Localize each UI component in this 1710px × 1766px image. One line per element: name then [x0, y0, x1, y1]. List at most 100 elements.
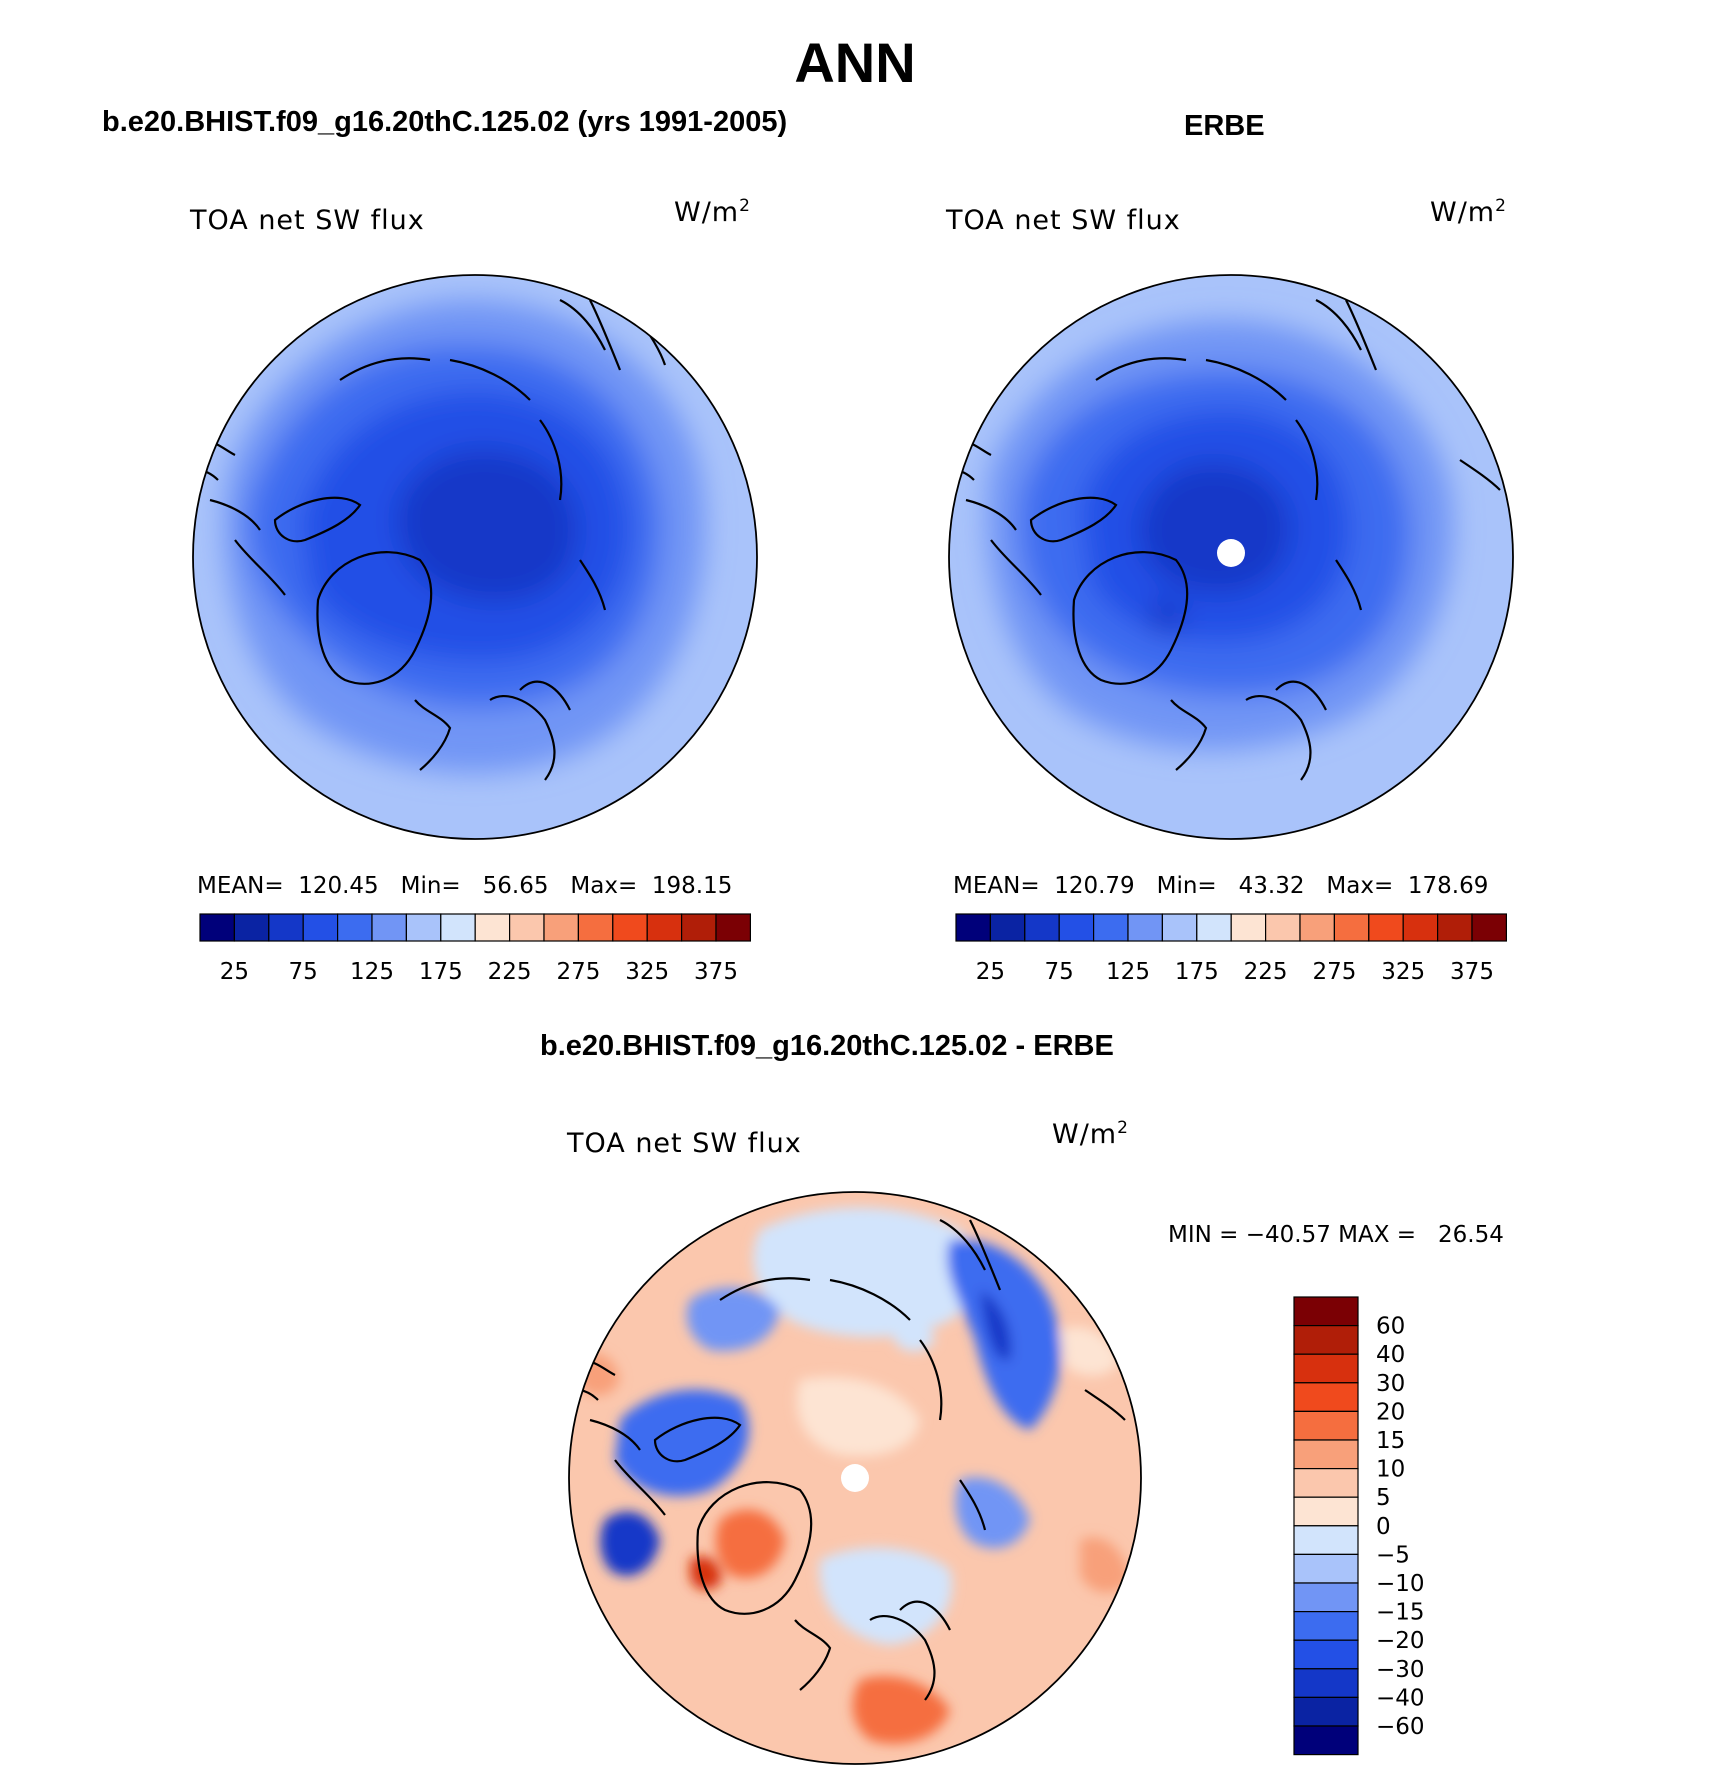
colorbar-tick-label: 25	[220, 959, 249, 985]
colorbar-swatch	[199, 913, 236, 942]
panel-1-stats: MEAN= 120.45 Min= 56.65 Max= 198.15	[197, 873, 733, 899]
colorbar-swatch	[543, 913, 580, 942]
colorbar-swatch	[1333, 913, 1370, 942]
colorbar-swatch	[955, 913, 992, 942]
colorbar-swatch	[440, 913, 476, 942]
colorbar-tick-label: 75	[289, 959, 318, 985]
colorbar-tick-label: 125	[1106, 959, 1150, 985]
colorbar-swatch	[1293, 1525, 1359, 1556]
colorbar-swatch	[612, 913, 648, 942]
colorbar-swatch	[1368, 913, 1404, 942]
colorbar-swatch	[1437, 913, 1473, 942]
colorbar-tick-label: 30	[1376, 1371, 1405, 1397]
colorbar-swatch	[1293, 1439, 1359, 1470]
colorbar-tick-label: 375	[1450, 959, 1494, 985]
colorbar-tick-label: 175	[419, 959, 463, 985]
panel-1-units: W/m2	[674, 196, 751, 228]
colorbar-swatch	[681, 913, 717, 942]
colorbar-swatch	[1293, 1382, 1359, 1413]
colorbar-swatch	[405, 913, 442, 942]
colorbar-tick-label: 125	[350, 959, 394, 985]
colorbar-swatch	[1293, 1639, 1359, 1670]
coastlines	[193, 299, 667, 781]
pole-missing-data	[1217, 539, 1245, 567]
panel-3-variable: TOA net SW flux	[567, 1128, 802, 1159]
colorbar-tick-label: −40	[1376, 1685, 1425, 1711]
colorbar-tick-label: 25	[976, 959, 1005, 985]
colorbar-tick-label: 225	[488, 959, 532, 985]
colorbar-swatch	[646, 913, 683, 942]
colorbar-swatch	[302, 913, 339, 942]
colorbar-swatch	[1161, 913, 1198, 942]
pole-missing-data	[841, 1464, 869, 1492]
colorbar-swatch	[1299, 913, 1336, 942]
colorbar-swatch	[1293, 1353, 1359, 1384]
panel-2-heading: ERBE	[1184, 110, 1265, 142]
colorbar-tick-label: 0	[1376, 1514, 1391, 1540]
polar-map-difference	[569, 1192, 1141, 1764]
colorbar-swatch	[1024, 913, 1060, 942]
panel-2-units: W/m2	[1430, 196, 1507, 228]
panel-1-heading: b.e20.BHIST.f09_g16.20thC.125.02 (yrs 19…	[102, 106, 788, 138]
colorbar-swatch	[474, 913, 511, 942]
colorbar-swatch	[577, 913, 614, 942]
colorbar-swatch	[1293, 1582, 1359, 1613]
colorbar-tick-label: 325	[625, 959, 669, 985]
colorbar-swatch	[1402, 913, 1439, 942]
colorbar-swatch	[1196, 913, 1232, 942]
colorbar-swatch	[1293, 1468, 1359, 1498]
panel-1-variable: TOA net SW flux	[190, 205, 425, 236]
colorbar-tick-label: 225	[1244, 959, 1288, 985]
colorbar-swatch	[1293, 1296, 1359, 1327]
colorbar-tick-label: 75	[1045, 959, 1074, 985]
colorbar-swatch	[1293, 1668, 1359, 1698]
colorbar-swatch	[715, 913, 752, 942]
polar-map-model	[193, 275, 757, 839]
colorbar-tick-label: −5	[1376, 1542, 1410, 1568]
colorbar-tick-label: 40	[1376, 1342, 1405, 1368]
colorbar-swatch	[1293, 1496, 1359, 1527]
colorbar-tick-label: −20	[1376, 1628, 1425, 1654]
colorbar-erbe: 25 75 125 175 225 275 325 375	[955, 913, 1508, 985]
panel-2-stats: MEAN= 120.79 Min= 43.32 Max= 178.69	[953, 873, 1489, 899]
colorbar-swatch	[1230, 913, 1267, 942]
figure-title: ANN	[794, 31, 916, 94]
colorbar-swatch	[509, 913, 545, 942]
colorbar-swatch	[1293, 1410, 1359, 1441]
contour-fill-greenland	[1150, 599, 1185, 634]
contour-fill-core	[397, 449, 578, 602]
panel-2-variable: TOA net SW flux	[946, 205, 1181, 236]
colorbar-tick-label: −60	[1376, 1714, 1425, 1740]
colorbar-tick-label: 10	[1376, 1457, 1405, 1483]
colorbar-tick-label: 275	[556, 959, 600, 985]
colorbar-tick-label: 15	[1376, 1428, 1405, 1454]
map-2-boundary	[948, 274, 1514, 840]
colorbar-tick-label: 325	[1381, 959, 1425, 985]
contour-fill-core	[1139, 462, 1290, 594]
colorbar-swatch	[233, 913, 270, 942]
map-1-boundary	[192, 274, 758, 840]
colorbar-swatch	[268, 913, 304, 942]
polar-map-erbe	[949, 275, 1513, 839]
panel-3-heading: b.e20.BHIST.f09_g16.20thC.125.02 - ERBE	[540, 1030, 1114, 1062]
colorbar-swatch	[1265, 913, 1301, 942]
coastlines	[569, 1219, 1126, 1701]
colorbar-tick-label: 175	[1175, 959, 1219, 985]
colorbar-swatch	[1093, 913, 1129, 942]
colorbar-tick-label: 275	[1312, 959, 1356, 985]
panel-3-stats: MIN = −40.57 MAX = 26.54	[1168, 1222, 1504, 1248]
colorbar-swatch	[1058, 913, 1095, 942]
colorbar-swatch	[1127, 913, 1164, 942]
colorbar-tick-label: 60	[1376, 1314, 1405, 1340]
colorbar-swatch	[371, 913, 408, 942]
colorbar-tick-label: 5	[1376, 1485, 1391, 1511]
map-3-boundary	[568, 1191, 1142, 1765]
colorbar-tick-label: 20	[1376, 1399, 1405, 1425]
colorbar-tick-label: −15	[1376, 1600, 1425, 1626]
colorbar-tick-label: 375	[694, 959, 738, 985]
colorbar-swatch	[1471, 913, 1508, 942]
colorbar-swatch	[337, 913, 373, 942]
colorbar-tick-label: −30	[1376, 1657, 1425, 1683]
